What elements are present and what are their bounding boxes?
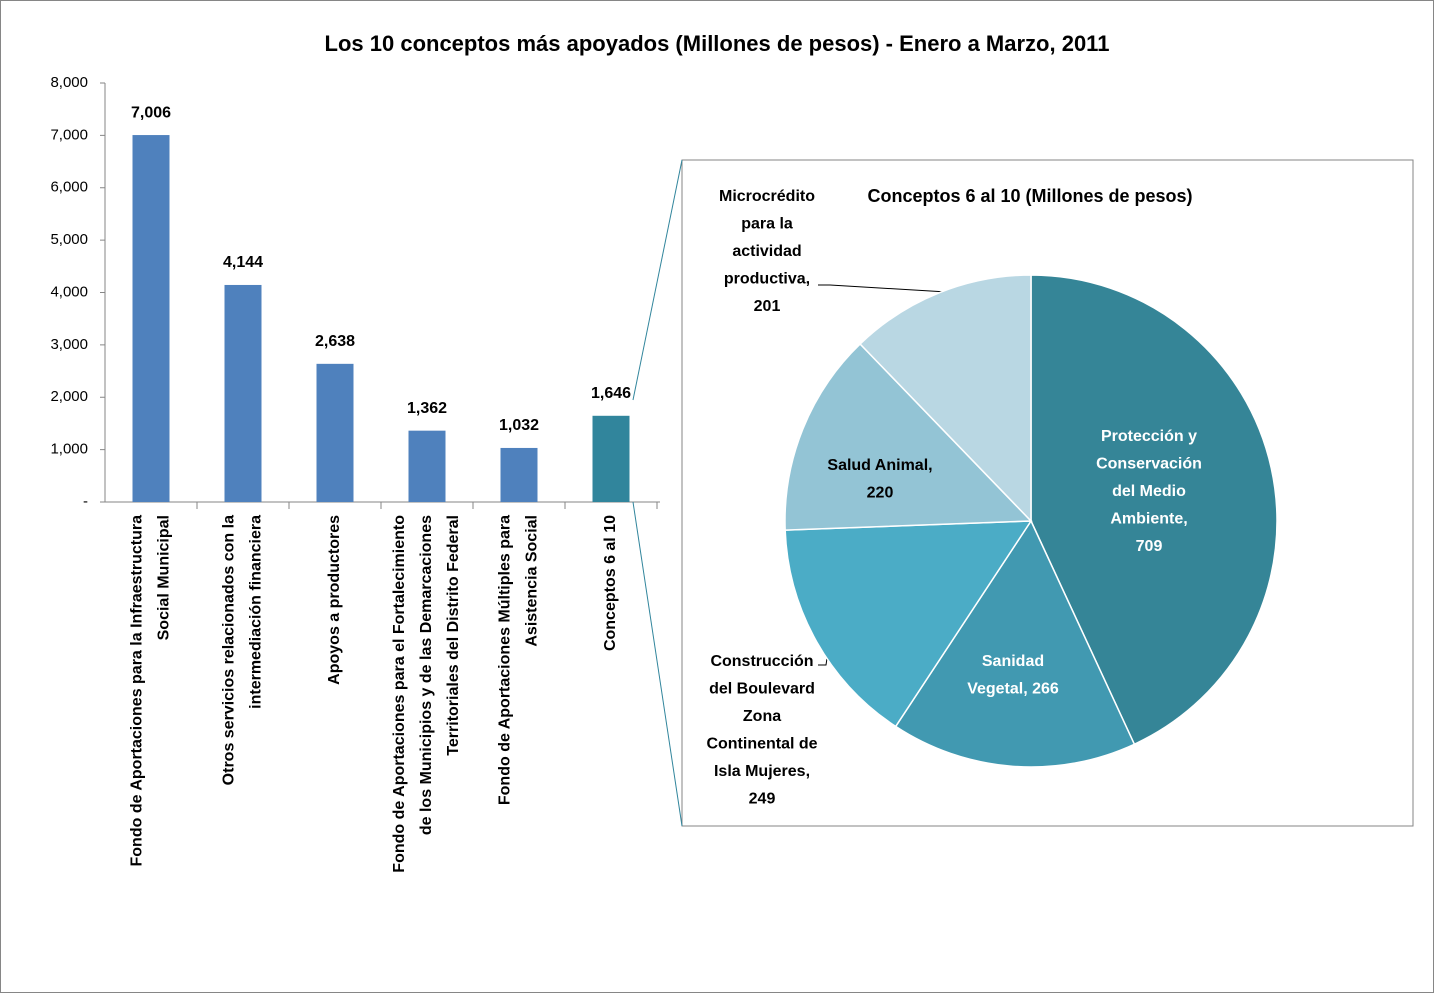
pie-slice [1030, 274, 1278, 746]
pie-slice [784, 342, 1033, 531]
bar [316, 363, 354, 502]
data-label: 7,006 [131, 104, 171, 121]
x-tick-label: Fondo de Aportaciones Múltiples para [497, 515, 514, 805]
slice-label: del Medio [1112, 483, 1186, 500]
slice-label: Salud Animal, [827, 457, 932, 474]
data-label: 1,032 [499, 417, 539, 434]
bar [500, 447, 538, 502]
y-tick-label: 4,000 [50, 283, 88, 300]
bar [132, 135, 170, 503]
slice-label: Construcción [710, 653, 813, 670]
x-tick-label: de los Municipios y de las Demarcaciones [418, 515, 435, 835]
bar [224, 284, 262, 502]
y-tick-label: 1,000 [50, 441, 88, 458]
x-tick-label: Fondo de Aportaciones para el Fortalecim… [391, 515, 408, 873]
data-label: 1,362 [407, 400, 447, 417]
slice-label: Isla Mujeres, [714, 763, 810, 780]
slice-label: Microcrédito [719, 188, 815, 205]
slice-label: 201 [754, 298, 781, 315]
x-tick-label: Social Municipal [156, 515, 173, 640]
bar [408, 430, 446, 502]
y-tick-label: 5,000 [50, 231, 88, 248]
x-tick-label: Apoyos a productores [326, 515, 343, 685]
y-tick-label: 6,000 [50, 179, 88, 196]
chart-title: Los 10 conceptos más apoyados (Millones … [325, 31, 1110, 56]
connector [632, 159, 683, 401]
slice-label: del Boulevard [709, 681, 815, 698]
slice-label: Zona [743, 708, 781, 725]
slice-label: Sanidad [982, 653, 1044, 670]
data-label: 1,646 [591, 385, 631, 402]
pie-slice [894, 519, 1136, 768]
pie-slice [859, 274, 1032, 523]
data-label: 2,638 [315, 333, 355, 350]
slice-label: 220 [867, 485, 894, 502]
slice-label: 709 [1136, 538, 1163, 555]
pie-title: Conceptos 6 al 10 (Millones de pesos) [867, 186, 1192, 206]
slice-label: Continental de [706, 736, 817, 753]
x-tick-label: Territoriales del Distrito Federal [445, 515, 462, 756]
slice-label: Ambiente, [1110, 511, 1187, 528]
connector [632, 501, 683, 827]
pie-slice [784, 520, 1033, 728]
x-tick-label: Asistencia Social [524, 515, 541, 647]
x-tick-label: Otros servicios relacionados con la [221, 515, 238, 785]
y-tick-label: 7,000 [50, 126, 88, 143]
leader-line [818, 284, 948, 293]
data-label: 4,144 [223, 254, 263, 271]
slice-label: Protección y [1101, 428, 1197, 445]
y-tick-label: 8,000 [50, 74, 88, 91]
x-tick-label: intermediación financiera [248, 515, 265, 709]
slice-label: para la [741, 216, 793, 233]
slice-label: 249 [749, 791, 776, 808]
x-tick-label: Conceptos 6 al 10 [602, 515, 619, 651]
slice-label: Vegetal, 266 [967, 681, 1059, 698]
y-tick-label: - [83, 493, 88, 510]
slice-label: Conservación [1096, 456, 1202, 473]
slice-label: actividad [732, 243, 801, 260]
y-tick-label: 3,000 [50, 336, 88, 353]
y-tick-label: 2,000 [50, 388, 88, 405]
slice-label: productiva, [724, 271, 810, 288]
x-tick-label: Fondo de Aportaciones para la Infraestru… [129, 515, 146, 867]
bar [592, 415, 630, 502]
